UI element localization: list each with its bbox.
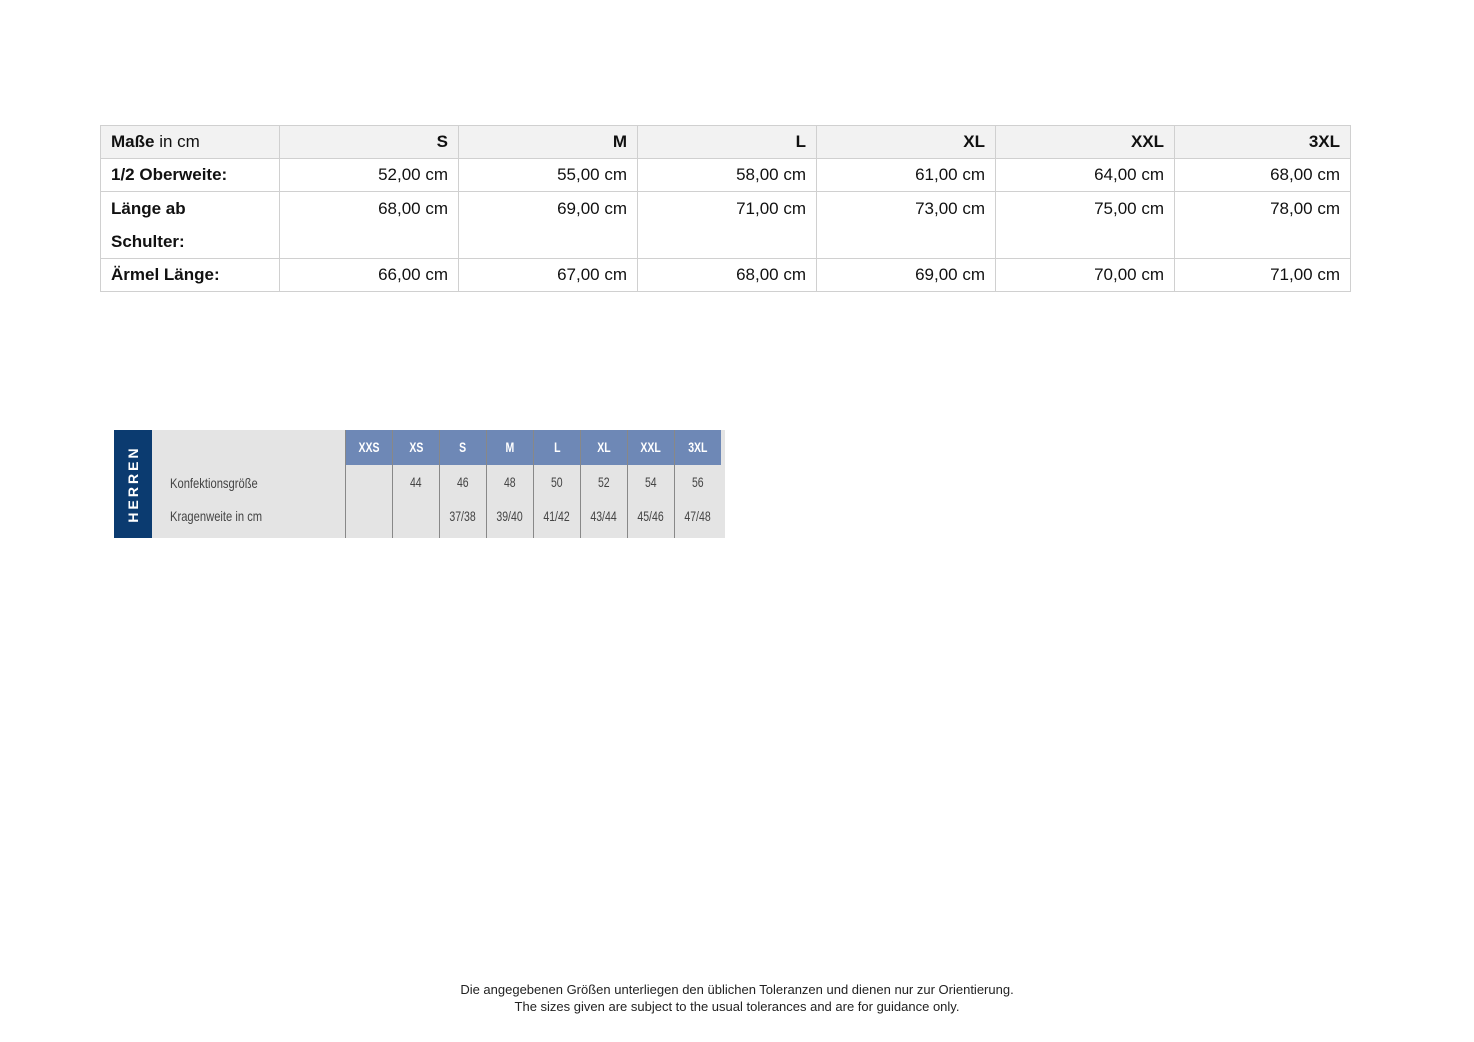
cell: 71,00 cm — [1174, 258, 1351, 292]
size-column: L 50 41/42 — [533, 430, 580, 538]
size-column: 3XL 56 47/48 — [674, 430, 721, 538]
size-header: L — [637, 125, 817, 159]
cell: 64,00 cm — [995, 158, 1175, 192]
table-row: Länge ab Schulter: 68,00 cm 69,00 cm 71,0… — [100, 191, 1351, 259]
size-header: XL — [816, 125, 996, 159]
konfektion-cell: 50 — [551, 474, 563, 490]
footer-note-en: The sizes given are subject to the usual… — [514, 999, 960, 1014]
sizes-cell: S — [440, 430, 486, 465]
kragen-cell: 45/46 — [637, 508, 665, 524]
konfektion-cell: 56 — [692, 474, 704, 490]
cell: 71,00 cm — [637, 191, 817, 259]
sizes-cell: 3XL — [675, 430, 721, 465]
kragen-cell: 39/40 — [496, 508, 524, 524]
size-header: S — [279, 125, 459, 159]
sizes-cell: XXL — [628, 430, 674, 465]
cell: 78,00 cm — [1174, 191, 1351, 259]
sizes-cell: XS — [393, 430, 439, 465]
kragen-cell — [346, 500, 392, 532]
kragen-cell: 47/48 — [684, 508, 712, 524]
kragen-cell: 37/38 — [449, 508, 477, 524]
sizes-cell: XXS — [346, 430, 392, 465]
cell: 70,00 cm — [995, 258, 1175, 292]
herren-size-chart: HERREN Konfektionsgröße Kragenweite in c… — [114, 430, 725, 538]
herren-side-label: HERREN — [114, 430, 152, 538]
konfektion-cell — [346, 465, 392, 500]
size-header: M — [458, 125, 638, 159]
footer-note-de: Die angegebenen Größen unterliegen den ü… — [460, 982, 1014, 997]
size-column: XL 52 43/44 — [580, 430, 627, 538]
kragen-cell: 41/42 — [543, 508, 571, 524]
sizes-cell: L — [534, 430, 580, 465]
konfektion-cell: 48 — [504, 474, 516, 490]
table-header-row: Maße in cm S M L XL XXL 3XL — [100, 125, 1351, 159]
konfektion-cell: 54 — [645, 474, 657, 490]
cell: 68,00 cm — [279, 191, 459, 259]
cell: 73,00 cm — [816, 191, 996, 259]
row-label: Ärmel Länge: — [100, 258, 280, 292]
konfektion-cell: 46 — [457, 474, 469, 490]
size-column: S 46 37/38 — [439, 430, 486, 538]
sizes-cell: XL — [581, 430, 627, 465]
row-label: Länge ab Schulter: — [100, 191, 280, 259]
cell: 68,00 cm — [1174, 158, 1351, 192]
cell: 67,00 cm — [458, 258, 638, 292]
size-column: XXS — [345, 430, 392, 538]
size-header: 3XL — [1174, 125, 1351, 159]
table-row: 1/2 Oberweite: 52,00 cm 55,00 cm 58,00 c… — [100, 158, 1351, 192]
size-column: M 48 39/40 — [486, 430, 533, 538]
kragen-cell: 43/44 — [590, 508, 618, 524]
header-label: Maße in cm — [100, 125, 280, 159]
cell: 75,00 cm — [995, 191, 1175, 259]
konfektion-cell: 52 — [598, 474, 610, 490]
row-label-kragen: Kragenweite in cm — [170, 508, 263, 524]
kragen-cell — [393, 500, 439, 532]
cell: 55,00 cm — [458, 158, 638, 192]
size-header: XXL — [995, 125, 1175, 159]
cell: 66,00 cm — [279, 258, 459, 292]
cell: 52,00 cm — [279, 158, 459, 192]
row-label-konfektion: Konfektionsgröße — [170, 475, 258, 491]
cell: 58,00 cm — [637, 158, 817, 192]
size-column: XS 44 — [392, 430, 439, 538]
size-column: XXL 54 45/46 — [627, 430, 674, 538]
cell: 68,00 cm — [637, 258, 817, 292]
cell: 61,00 cm — [816, 158, 996, 192]
cell: 69,00 cm — [816, 258, 996, 292]
table-row: Ärmel Länge: 66,00 cm 67,00 cm 68,00 cm … — [100, 258, 1351, 292]
cell: 69,00 cm — [458, 191, 638, 259]
measurements-table: Maße in cm S M L XL XXL 3XL 1/2 Oberweit… — [100, 125, 1351, 292]
sizes-cell: M — [487, 430, 533, 465]
row-label: 1/2 Oberweite: — [100, 158, 280, 192]
konfektion-cell: 44 — [410, 474, 422, 490]
